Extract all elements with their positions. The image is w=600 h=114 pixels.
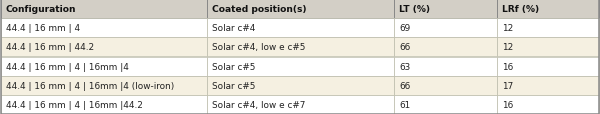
Bar — [394, 19, 497, 38]
Text: 69: 69 — [399, 24, 410, 33]
Text: 66: 66 — [399, 43, 410, 52]
Bar — [497, 57, 599, 76]
Text: 44.4 | 16 mm | 44.2: 44.4 | 16 mm | 44.2 — [6, 43, 94, 52]
Bar — [394, 95, 497, 114]
Bar — [497, 76, 599, 95]
Text: 61: 61 — [399, 100, 410, 109]
Bar — [207, 57, 394, 76]
Bar — [497, 19, 599, 38]
Text: LRf (%): LRf (%) — [502, 5, 539, 14]
Bar — [207, 0, 394, 19]
Text: 63: 63 — [399, 62, 410, 71]
Bar — [207, 19, 394, 38]
Text: Configuration: Configuration — [6, 5, 77, 14]
Text: Solar c#4: Solar c#4 — [212, 24, 255, 33]
Text: Solar c#5: Solar c#5 — [212, 81, 255, 90]
Bar — [1, 19, 207, 38]
Bar — [394, 0, 497, 19]
Bar — [1, 38, 207, 57]
Bar — [1, 95, 207, 114]
Text: 12: 12 — [502, 24, 513, 33]
Text: 44.4 | 16 mm | 4 | 16mm |44.2: 44.4 | 16 mm | 4 | 16mm |44.2 — [6, 100, 143, 109]
Text: Solar c#4, low e c#5: Solar c#4, low e c#5 — [212, 43, 305, 52]
Text: 16: 16 — [502, 100, 513, 109]
Text: 12: 12 — [502, 43, 513, 52]
Text: 66: 66 — [399, 81, 410, 90]
Bar — [207, 38, 394, 57]
Bar — [394, 38, 497, 57]
Bar — [497, 95, 599, 114]
Bar — [207, 95, 394, 114]
Text: 16: 16 — [502, 62, 513, 71]
Bar — [497, 38, 599, 57]
Text: Coated position(s): Coated position(s) — [212, 5, 306, 14]
Text: 17: 17 — [502, 81, 513, 90]
Bar — [394, 76, 497, 95]
Bar — [497, 0, 599, 19]
Text: LT (%): LT (%) — [399, 5, 430, 14]
Bar — [1, 0, 207, 19]
Bar — [1, 76, 207, 95]
Text: Solar c#4, low e c#7: Solar c#4, low e c#7 — [212, 100, 305, 109]
Text: 44.4 | 16 mm | 4 | 16mm |4: 44.4 | 16 mm | 4 | 16mm |4 — [6, 62, 129, 71]
Bar — [1, 57, 207, 76]
Text: Solar c#5: Solar c#5 — [212, 62, 255, 71]
Text: 44.4 | 16 mm | 4: 44.4 | 16 mm | 4 — [6, 24, 80, 33]
Bar — [207, 76, 394, 95]
Bar — [394, 57, 497, 76]
Text: 44.4 | 16 mm | 4 | 16mm |4 (low-iron): 44.4 | 16 mm | 4 | 16mm |4 (low-iron) — [6, 81, 174, 90]
